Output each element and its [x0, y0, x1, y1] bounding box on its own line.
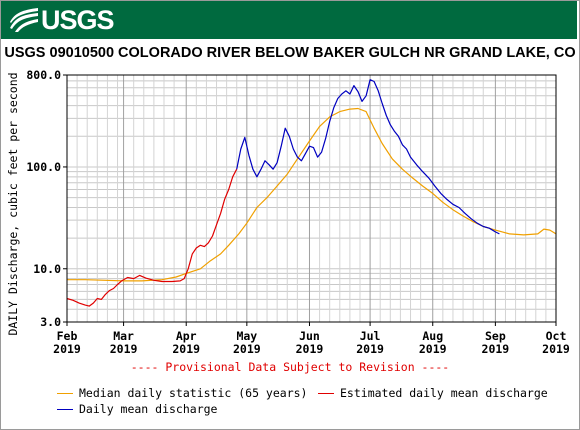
x-tick-label-month: Aug	[422, 329, 443, 343]
x-tick-label-month: Jun	[299, 329, 320, 343]
y-tick-label: 10.0	[33, 262, 61, 276]
legend-swatch-estimated	[318, 393, 334, 394]
y-tick-label: 3.0	[40, 315, 61, 329]
grid	[66, 75, 557, 322]
x-tick-label-year: 2019	[172, 342, 200, 356]
series-line-2	[236, 79, 500, 235]
y-tick-label: 100.0	[26, 160, 61, 174]
y-axis-label-container: DAILY Discharge, cubic feet per second	[3, 70, 23, 338]
x-tick-label-year: 2019	[356, 342, 384, 356]
legend-swatch-median	[57, 393, 73, 394]
x-tick-label-year: 2019	[542, 342, 570, 356]
x-tick-label-month: May	[236, 329, 257, 343]
x-tick-label-year: 2019	[296, 342, 324, 356]
x-tick-label-year: 2019	[233, 342, 261, 356]
legend-item-median: Median daily statistic (65 years)	[57, 386, 347, 401]
legend-swatch-daily-mean	[57, 409, 73, 410]
x-tick-label-year: 2019	[482, 342, 510, 356]
chart-title: USGS 09010500 COLORADO RIVER BELOW BAKER…	[4, 45, 576, 61]
legend-label-median: Median daily statistic (65 years)	[79, 386, 308, 400]
x-tick-label-month: Feb	[57, 329, 78, 343]
legend-label-estimated: Estimated daily mean discharge	[340, 386, 548, 400]
x-axis-ticks: Feb2019Mar2019Apr2019May2019Jun2019Jul20…	[53, 322, 570, 356]
y-tick-label: 800.0	[26, 68, 61, 82]
provisional-notice: ---- Provisional Data Subject to Revisio…	[130, 360, 450, 374]
series-line-0	[67, 107, 557, 282]
x-tick-label-year: 2019	[110, 342, 138, 356]
x-tick-label-month: Mar	[113, 329, 134, 343]
y-axis-ticks: 800.0 100.0 10.0 3.0	[26, 68, 67, 329]
series-line-1	[66, 168, 238, 307]
x-tick-label-year: 2019	[53, 342, 81, 356]
plot-area-border	[66, 74, 557, 323]
x-tick-label-month: Apr	[176, 329, 197, 343]
legend-item-daily-mean: Daily mean discharge	[57, 402, 277, 417]
legend-item-estimated: Estimated daily mean discharge	[318, 386, 573, 401]
x-tick-label-year: 2019	[419, 342, 447, 356]
series-lines	[66, 79, 557, 307]
usgs-wave-icon	[10, 8, 38, 32]
y-axis-label: DAILY Discharge, cubic feet per second	[6, 72, 20, 336]
x-tick-label-month: Sep	[485, 329, 506, 343]
usgs-logo-text: USGS	[41, 5, 115, 35]
legend-label-daily-mean: Daily mean discharge	[79, 402, 218, 416]
x-tick-label-month: Oct	[546, 329, 567, 343]
x-tick-label-month: Jul	[360, 329, 381, 343]
usgs-header-banner: USGS	[1, 1, 577, 39]
